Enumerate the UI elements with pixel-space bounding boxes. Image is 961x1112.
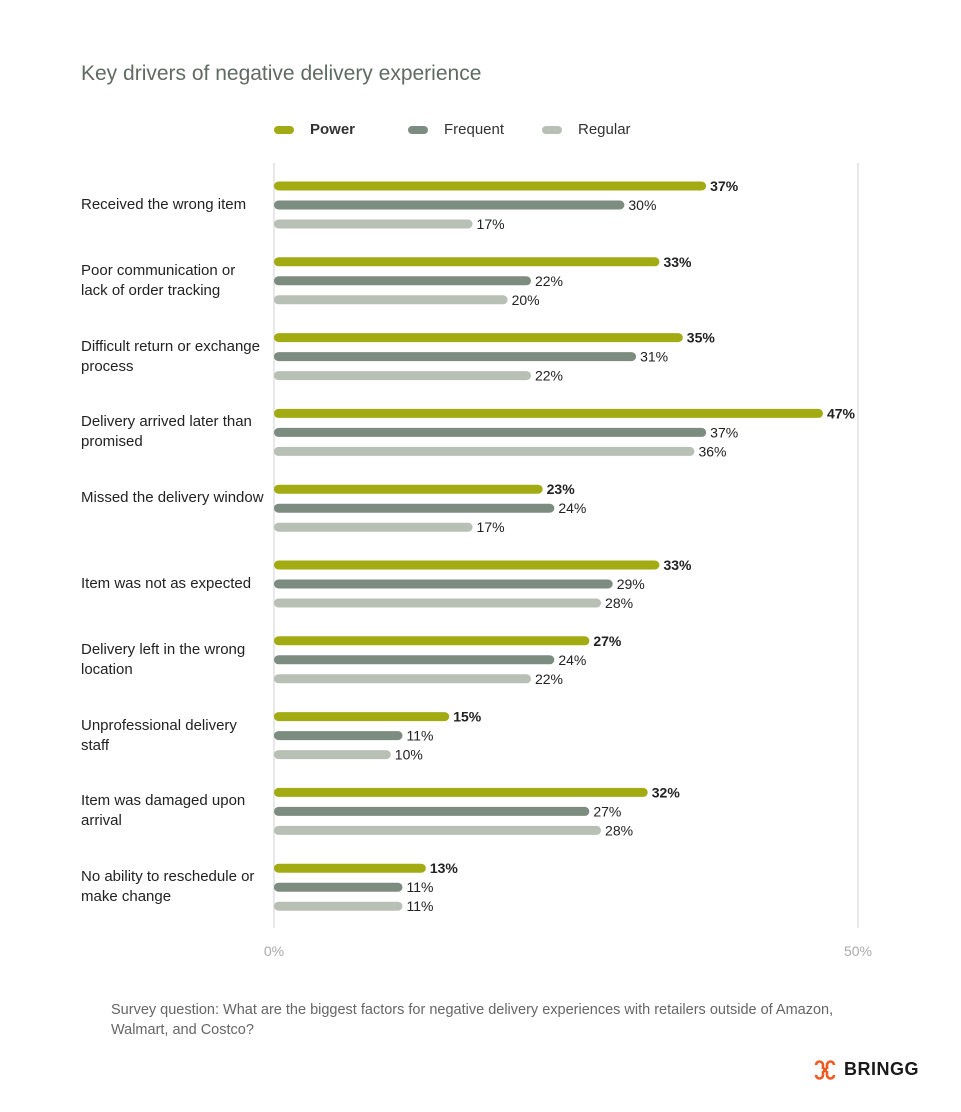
category-label: Unprofessional delivery staff [81, 716, 237, 754]
legend-regular: Regular [542, 121, 631, 138]
logo-text: BRINGG [844, 1059, 919, 1079]
category-label: Delivery left in the wrong location [81, 640, 246, 678]
chart-title: Key drivers of negative delivery experie… [81, 62, 482, 85]
bringg-logo-icon [814, 1059, 836, 1080]
data-label: 17% [477, 519, 505, 535]
category-label: Difficult return or exchange process [81, 337, 260, 375]
category-label: Delivery arrived later than promised [81, 413, 252, 451]
bar-frequent [274, 579, 613, 589]
data-label: 17% [477, 216, 505, 232]
bar-frequent [274, 276, 531, 286]
data-label: 22% [535, 368, 563, 384]
bar-regular [274, 522, 473, 532]
data-label: 11% [406, 898, 433, 914]
legend-label: Frequent [444, 121, 505, 138]
bar-regular [274, 750, 391, 760]
data-label: 36% [698, 443, 726, 459]
data-label: 22% [535, 671, 563, 687]
bringg-logo: BRINGG [814, 1059, 919, 1080]
data-label: 33% [663, 254, 692, 270]
data-label: 29% [617, 576, 645, 592]
bar-frequent [274, 503, 555, 513]
data-label: 15% [453, 709, 482, 725]
bar-regular [274, 825, 602, 835]
data-label: 32% [652, 784, 681, 800]
bar-power [274, 408, 823, 418]
data-label: 33% [663, 557, 692, 573]
legend-label: Regular [578, 121, 631, 138]
footnote: Survey question: What are the biggest fa… [111, 1002, 834, 1038]
data-label: 47% [827, 405, 856, 421]
data-label: 27% [593, 633, 622, 649]
bar-regular [274, 674, 531, 684]
bar-regular [274, 446, 695, 456]
category-label: Item was not as expected [81, 575, 252, 592]
data-label: 24% [558, 652, 586, 668]
data-label: 37% [710, 178, 739, 194]
bar-frequent [274, 731, 403, 741]
x-tick-label: 50% [844, 943, 872, 959]
bar-frequent [274, 655, 555, 665]
bar-power [274, 257, 660, 267]
bar-power [274, 863, 426, 873]
legend-label: Power [310, 121, 356, 138]
category-label: Item was damaged upon arrival [81, 792, 246, 830]
bar-regular [274, 295, 508, 305]
data-label: 24% [558, 500, 586, 516]
bar-power [274, 712, 450, 722]
data-label: 35% [687, 330, 716, 346]
legend-swatch [274, 125, 294, 134]
bar-power [274, 787, 648, 797]
bar-frequent [274, 882, 403, 892]
bar-frequent [274, 200, 625, 210]
bar-frequent [274, 352, 637, 362]
category-label: Poor communication or lack of order trac… [81, 261, 236, 299]
bar-regular [274, 219, 473, 229]
data-label: 23% [547, 481, 576, 497]
bar-power [274, 636, 590, 646]
legend-swatch [542, 125, 562, 134]
data-label: 20% [512, 292, 540, 308]
data-label: 11% [406, 879, 433, 895]
bar-frequent [274, 806, 590, 816]
data-label: 30% [628, 197, 656, 213]
legend-power: Power [274, 121, 355, 138]
category-label: No ability to reschedule or make change [81, 868, 255, 906]
x-tick-label: 0% [264, 943, 284, 959]
legend-swatch [408, 125, 428, 134]
data-label: 28% [605, 822, 633, 838]
bar-power [274, 181, 707, 191]
legend-frequent: Frequent [408, 121, 504, 138]
data-label: 11% [406, 728, 433, 744]
bar-regular [274, 371, 531, 381]
bar-regular [274, 901, 403, 911]
bar-frequent [274, 427, 707, 437]
data-label: 13% [430, 860, 459, 876]
bar-power [274, 333, 683, 343]
bar-regular [274, 598, 602, 608]
data-label: 27% [593, 803, 621, 819]
data-label: 37% [710, 424, 738, 440]
data-label: 10% [395, 747, 423, 763]
category-label: Received the wrong item [81, 196, 247, 213]
bar-power [274, 484, 543, 494]
data-label: 22% [535, 273, 563, 289]
bar-power [274, 560, 660, 570]
data-label: 28% [605, 595, 633, 611]
category-label: Missed the delivery window [81, 489, 264, 507]
data-label: 31% [640, 349, 668, 365]
